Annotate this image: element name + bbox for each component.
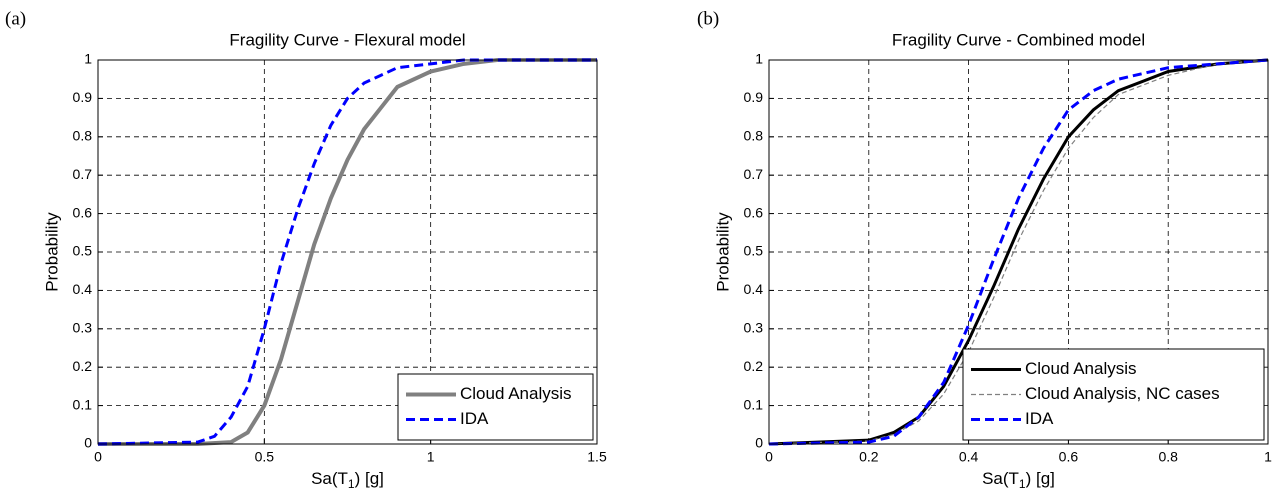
x-tick-label: 0.5 [255, 449, 275, 465]
x-tick-label: 1 [1264, 449, 1272, 465]
x-axis-label-part: 1 [348, 477, 355, 491]
axes-box [97, 59, 598, 445]
axes-box [768, 59, 1269, 445]
y-tick-label: 0.4 [73, 281, 93, 297]
series-line [768, 58, 1269, 446]
series-line [98, 58, 597, 446]
x-axis-label: Sa(T1) [g] [311, 469, 384, 491]
legend-label: IDA [460, 409, 489, 428]
y-tick-label: 0.6 [744, 204, 764, 220]
y-axis-label: Probability [42, 212, 61, 292]
x-axis-label-part: ) [g] [1026, 469, 1055, 488]
y-tick-label: 0.8 [744, 128, 764, 144]
y-tick-label: 0.7 [744, 166, 764, 182]
y-tick-label: 0.1 [73, 396, 93, 412]
y-tick-label: 0.3 [73, 320, 93, 336]
legend-label: Cloud Analysis, NC cases [1025, 384, 1220, 403]
y-axis-label: Probability [713, 212, 732, 292]
y-tick-label: 0 [84, 435, 92, 451]
y-tick-label: 0.5 [744, 243, 764, 259]
x-tick-label: 1 [427, 449, 435, 465]
y-tick-label: 1 [84, 51, 92, 67]
x-tick-label: 0.4 [959, 449, 979, 465]
x-axis-label: Sa(T1) [g] [982, 469, 1055, 491]
series-line [97, 58, 597, 446]
y-tick-label: 1 [755, 51, 763, 67]
legend-box [397, 373, 594, 441]
y-tick-label: 0 [755, 435, 763, 451]
chart-title: Fragility Curve - Combined model [892, 30, 1145, 49]
series-line [768, 58, 1269, 446]
x-axis-label-part: Sa(T [982, 469, 1019, 488]
panel-label: (a) [5, 8, 26, 29]
x-tick-label: 0 [765, 449, 773, 465]
panel-label: (b) [697, 8, 719, 29]
y-tick-label: 0.2 [744, 358, 764, 374]
x-tick-label: 0.6 [1059, 449, 1079, 465]
x-tick-label: 1.5 [587, 449, 607, 465]
x-tick-label: 0.2 [859, 449, 879, 465]
x-tick-label: 0.8 [1158, 449, 1178, 465]
y-tick-label: 0.4 [744, 281, 764, 297]
y-tick-label: 0.9 [744, 89, 764, 105]
chart-title: Fragility Curve - Flexural model [229, 30, 465, 49]
y-tick-label: 0.6 [73, 204, 93, 220]
legend-label: Cloud Analysis [1025, 359, 1137, 378]
legend-label: IDA [1025, 409, 1054, 428]
y-tick-label: 0.8 [73, 128, 93, 144]
series-line [768, 59, 1269, 445]
y-tick-label: 0.1 [744, 396, 764, 412]
x-axis-label-part: 1 [1019, 477, 1026, 491]
y-tick-label: 0.7 [73, 166, 93, 182]
legend-label: Cloud Analysis [460, 384, 572, 403]
y-tick-label: 0.2 [73, 358, 93, 374]
y-tick-label: 0.3 [744, 320, 764, 336]
x-axis-label-part: Sa(T [311, 469, 348, 488]
y-tick-label: 0.9 [73, 89, 93, 105]
x-axis-label-part: ) [g] [355, 469, 384, 488]
y-tick-label: 0.5 [73, 243, 93, 259]
x-tick-label: 0 [94, 449, 102, 465]
